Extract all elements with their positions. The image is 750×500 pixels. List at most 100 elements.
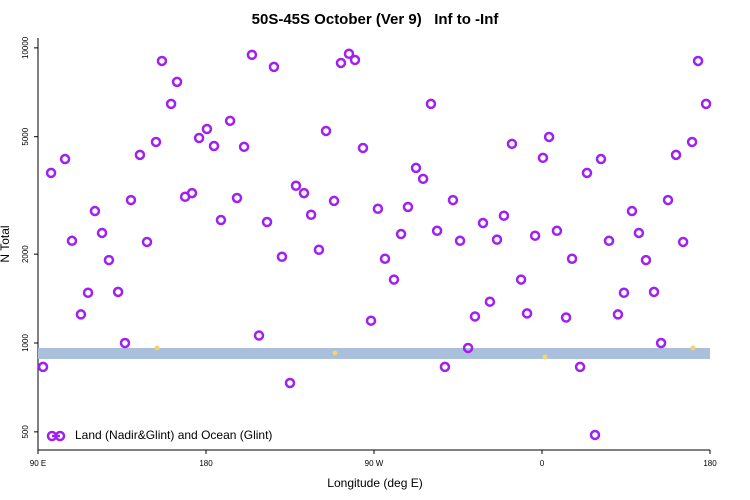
point (112, 286, 124, 298)
point (484, 296, 496, 307)
legend-marker (54, 430, 66, 442)
point (379, 253, 391, 264)
point (648, 286, 660, 298)
point (662, 194, 674, 206)
point (37, 361, 49, 373)
point (231, 192, 243, 204)
point (75, 309, 87, 320)
point (589, 429, 601, 441)
y-tick-label: 10000 (21, 36, 30, 59)
x-tick-label: 90 E (30, 459, 46, 468)
point (551, 225, 563, 237)
point (515, 274, 527, 285)
point (677, 236, 689, 248)
point (581, 167, 593, 179)
point (82, 287, 94, 299)
x-tick-label: 0 (540, 459, 545, 468)
y-tick-label: 500 (21, 425, 30, 439)
point (238, 141, 250, 153)
point (506, 138, 518, 150)
point (141, 236, 153, 248)
point (171, 76, 183, 88)
point (372, 203, 384, 215)
point (66, 235, 78, 247)
point (201, 123, 213, 135)
point (150, 136, 162, 148)
point (529, 230, 541, 241)
point (633, 227, 645, 239)
point (103, 254, 115, 266)
point (365, 315, 377, 326)
point (224, 115, 236, 127)
point (402, 201, 414, 213)
point (165, 98, 177, 110)
point (96, 227, 108, 239)
point (357, 142, 369, 154)
point (59, 153, 71, 165)
point (186, 187, 198, 199)
point (313, 244, 325, 256)
point (268, 61, 280, 73)
y-tick-label: 2000 (21, 245, 30, 263)
point (305, 209, 317, 220)
point (410, 162, 422, 174)
y-axis-label: N Total (0, 225, 12, 262)
point (626, 205, 638, 217)
point (686, 136, 698, 148)
point (89, 205, 101, 217)
point (208, 140, 220, 152)
point (692, 55, 704, 67)
point (388, 274, 400, 285)
point (542, 354, 548, 360)
x-tick-label: 180 (199, 459, 213, 468)
band (38, 347, 710, 359)
point (343, 48, 355, 60)
point (193, 132, 205, 144)
point (537, 152, 549, 164)
point (469, 311, 481, 322)
point (431, 225, 443, 237)
point (417, 173, 429, 185)
x-tick-label: 90 W (365, 459, 384, 468)
legend-label: Land (Nadir&Glint) and Ocean (Glint) (75, 428, 272, 442)
point (690, 345, 696, 351)
y-tick-label: 5000 (21, 127, 30, 145)
point (498, 210, 510, 221)
point (618, 287, 630, 299)
point (612, 309, 624, 320)
point (595, 153, 607, 165)
point (543, 131, 555, 143)
point (477, 217, 489, 229)
point (320, 125, 332, 137)
point (298, 187, 310, 199)
point (332, 350, 338, 356)
point (134, 149, 146, 161)
point (395, 228, 407, 240)
point (670, 149, 682, 161)
point (640, 254, 652, 266)
point (603, 235, 615, 247)
point (566, 253, 578, 264)
point (425, 98, 437, 110)
point (284, 377, 296, 389)
point (253, 330, 265, 341)
point (125, 194, 137, 206)
point (491, 234, 503, 245)
point (119, 337, 131, 349)
point (335, 57, 347, 69)
x-tick-label: 180 (703, 459, 717, 468)
point (328, 195, 340, 207)
point (447, 194, 459, 206)
point (560, 312, 572, 323)
point (700, 98, 712, 110)
chart-title: 50S-45S October (Ver 9) Inf to -Inf (252, 11, 500, 28)
point (154, 345, 160, 351)
point (215, 214, 227, 226)
point (290, 180, 302, 192)
point (655, 337, 667, 349)
point (45, 167, 57, 179)
x-axis-label: Longitude (deg E) (327, 476, 422, 490)
point (439, 361, 451, 373)
point (261, 216, 273, 228)
